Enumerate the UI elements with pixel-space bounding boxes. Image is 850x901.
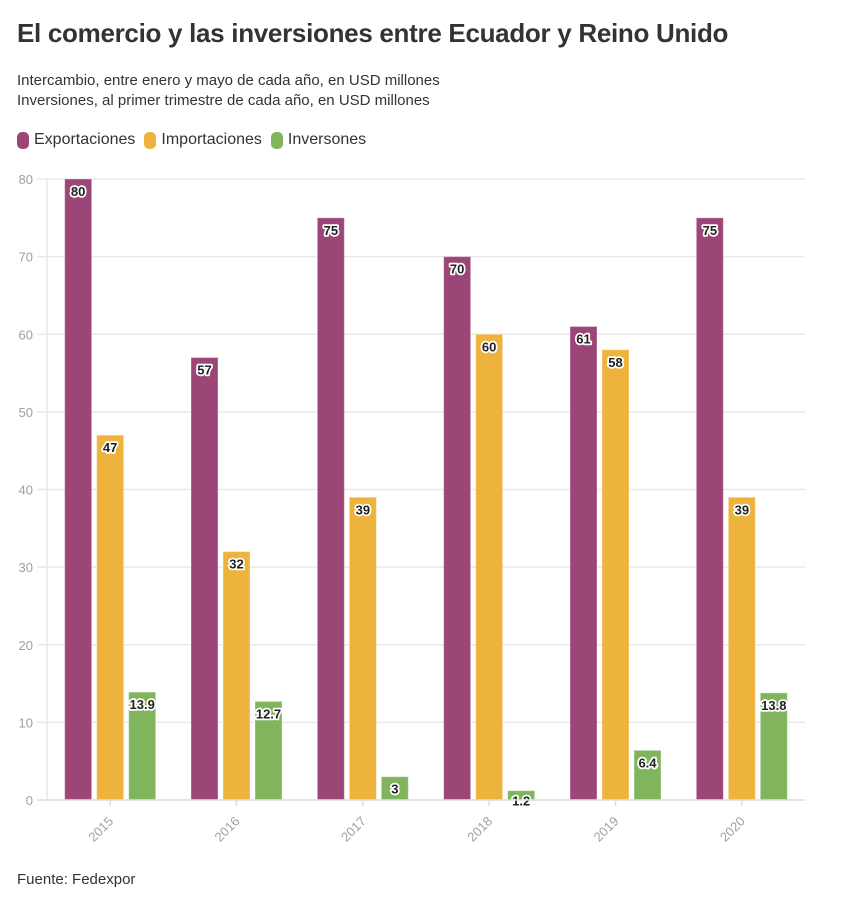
- legend-item-inversones[interactable]: Inversones: [270, 131, 367, 149]
- bar-exportaciones-2017[interactable]: [316, 217, 345, 801]
- y-tick-label: 0: [26, 793, 33, 808]
- bar-value-label: 47: [103, 440, 117, 455]
- source-note: Fuente: Fedexpor: [17, 871, 136, 888]
- y-tick-label: 70: [19, 250, 33, 265]
- subtitle-line-trade: Intercambio, entre enero y mayo de cada …: [17, 72, 440, 89]
- bars: [64, 178, 788, 801]
- y-tick-label: 50: [19, 405, 33, 420]
- bar-exportaciones-2018[interactable]: [443, 256, 472, 801]
- bar-importaciones-2020[interactable]: [727, 496, 756, 801]
- bar-value-label: 13.9: [130, 697, 155, 712]
- y-tick-label: 20: [19, 638, 33, 653]
- legend-item-exportaciones[interactable]: Exportaciones: [17, 131, 135, 149]
- bar-inversones-2019[interactable]: [633, 749, 662, 801]
- bar-labels: 80 47 13.9 57 32 12.7 75 39 3 70 60 1.2 61 58 6.4 75 39 1…: [69, 182, 788, 810]
- bar-value-label: 58: [608, 355, 622, 370]
- x-tick-label: 2020: [717, 814, 748, 845]
- bar-inversones-2016[interactable]: [254, 700, 283, 801]
- y-tick-label: 80: [19, 172, 33, 187]
- chart-legend: Exportaciones Importaciones Inversones: [17, 131, 375, 149]
- bar-value-label: 39: [356, 502, 370, 517]
- legend-label: Exportaciones: [34, 131, 136, 148]
- bar-exportaciones-2019[interactable]: [569, 325, 598, 801]
- legend-swatch-importaciones: [144, 131, 157, 149]
- bar-value-label: 12.7: [256, 706, 281, 721]
- bar-value-label: 61: [576, 331, 590, 346]
- x-tick-label: 2019: [591, 814, 622, 845]
- subtitle-line-investment: Inversiones, al primer trimestre de cada…: [17, 92, 430, 109]
- chart-title: El comercio y las inversiones entre Ecua…: [17, 18, 729, 48]
- y-axis: 0 10 20 30 40 50 60 70 80: [19, 172, 48, 808]
- bar-inversones-2015[interactable]: [128, 691, 157, 801]
- bar-value-label: 13.8: [761, 698, 786, 713]
- bar-value-label: 80: [71, 184, 85, 199]
- y-tick-label: 60: [19, 327, 33, 342]
- chart-subtitle: Intercambio, entre enero y mayo de cada …: [17, 71, 440, 111]
- bar-exportaciones-2016[interactable]: [190, 357, 219, 801]
- x-tick-label: 2016: [212, 814, 243, 845]
- y-tick-label: 40: [19, 483, 33, 498]
- bar-importaciones-2016[interactable]: [222, 551, 251, 801]
- x-tick-label: 2015: [85, 814, 116, 845]
- bar-value-label: 70: [450, 262, 464, 277]
- bar-value-label: 75: [703, 223, 717, 238]
- bar-value-label: 3: [391, 782, 398, 797]
- bar-value-label: 6.4: [638, 755, 657, 770]
- bar-value-label: 1.2: [512, 794, 530, 809]
- legend-swatch-exportaciones: [17, 131, 29, 149]
- bar-exportaciones-2015[interactable]: [64, 178, 93, 801]
- x-tick-label: 2018: [464, 814, 495, 845]
- bar-importaciones-2019[interactable]: [601, 349, 630, 801]
- legend-swatch-inversones: [270, 131, 283, 149]
- x-axis: 2015 2016 2017 2018 2019 2020: [37, 799, 805, 845]
- bar-value-label: 60: [482, 339, 496, 354]
- legend-label: Inversones: [287, 131, 367, 148]
- bar-value-label: 39: [735, 502, 749, 517]
- bar-value-label: 75: [324, 223, 338, 238]
- bar-value-label: 57: [197, 363, 211, 378]
- bar-inversones-2020[interactable]: [759, 692, 788, 801]
- legend-label: Importaciones: [161, 131, 262, 148]
- y-tick-label: 10: [19, 715, 33, 730]
- y-tick-label: 30: [19, 560, 33, 575]
- x-tick-label: 2017: [338, 814, 369, 845]
- bar-exportaciones-2020[interactable]: [695, 217, 724, 801]
- legend-item-importaciones[interactable]: Importaciones: [144, 131, 262, 149]
- bar-importaciones-2018[interactable]: [475, 333, 504, 801]
- bar-importaciones-2015[interactable]: [96, 434, 125, 801]
- bar-value-label: 32: [229, 557, 243, 572]
- bar-importaciones-2017[interactable]: [348, 496, 377, 801]
